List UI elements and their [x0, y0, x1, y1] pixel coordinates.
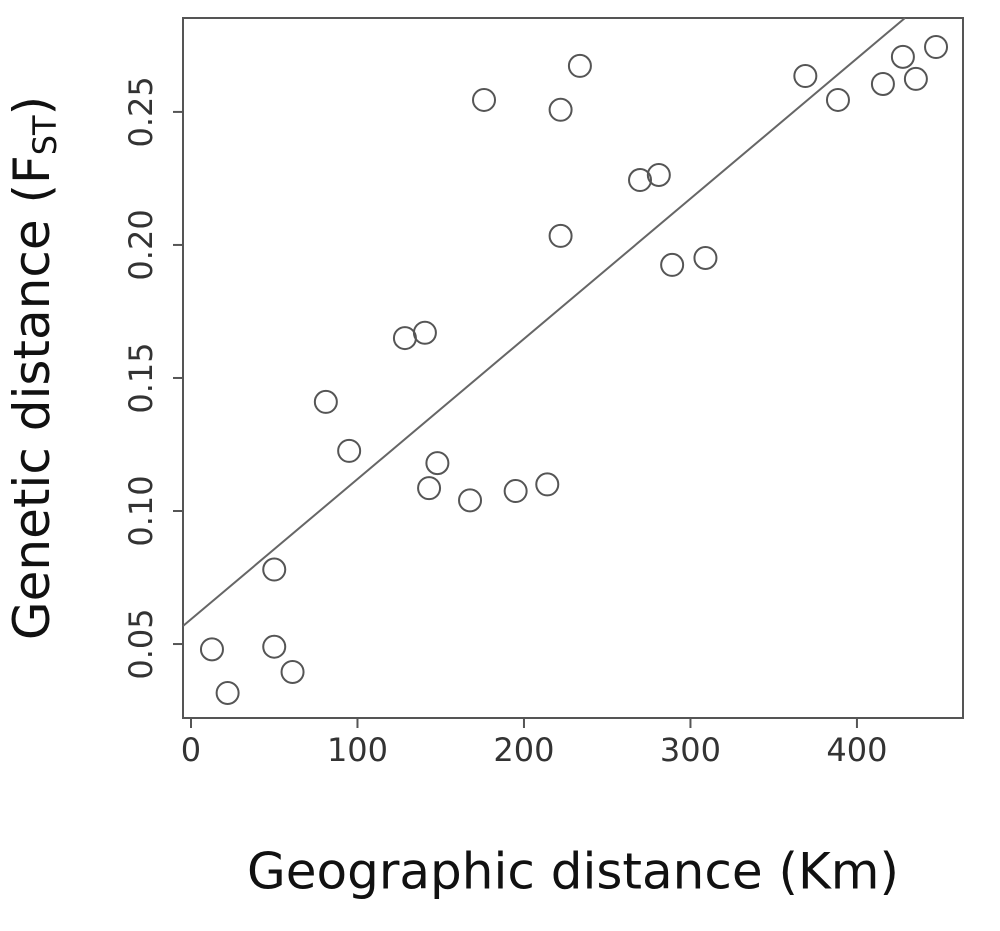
y-tick-label: 0.05	[122, 608, 160, 679]
x-axis-label: Geographic distance (Km)	[247, 843, 899, 901]
point	[535, 472, 560, 497]
point	[215, 680, 240, 705]
x-tick-label: 300	[660, 731, 721, 769]
point	[262, 634, 287, 659]
point	[313, 389, 338, 414]
point	[924, 35, 949, 60]
y-tick-label: 0.20	[122, 209, 160, 280]
point	[548, 223, 573, 248]
plot-frame	[182, 17, 964, 719]
point	[262, 557, 287, 582]
point	[628, 168, 653, 193]
x-tick-label: 400	[826, 731, 887, 769]
point	[660, 252, 685, 277]
point	[890, 44, 915, 69]
point	[548, 97, 573, 122]
point	[458, 488, 483, 513]
point	[870, 71, 895, 96]
point	[646, 162, 671, 187]
point	[412, 320, 437, 345]
point	[425, 451, 450, 476]
point	[793, 64, 818, 89]
y-axis-label: Genetic distance (FST)	[3, 96, 65, 640]
point	[337, 438, 362, 463]
point	[825, 87, 850, 112]
fit-line	[182, 17, 906, 627]
y-tick-label: 0.25	[122, 76, 160, 147]
point	[567, 53, 592, 78]
x-tick-label: 100	[327, 731, 388, 769]
point	[503, 479, 528, 504]
point	[199, 637, 224, 662]
x-tick-label: 200	[493, 731, 554, 769]
point	[903, 66, 928, 91]
point	[392, 326, 417, 351]
point	[472, 87, 497, 112]
point	[417, 476, 442, 501]
x-tick-label: 0	[181, 731, 201, 769]
point	[280, 659, 305, 684]
y-tick-label: 0.10	[122, 475, 160, 546]
y-tick-label: 0.15	[122, 342, 160, 413]
point	[693, 245, 718, 270]
